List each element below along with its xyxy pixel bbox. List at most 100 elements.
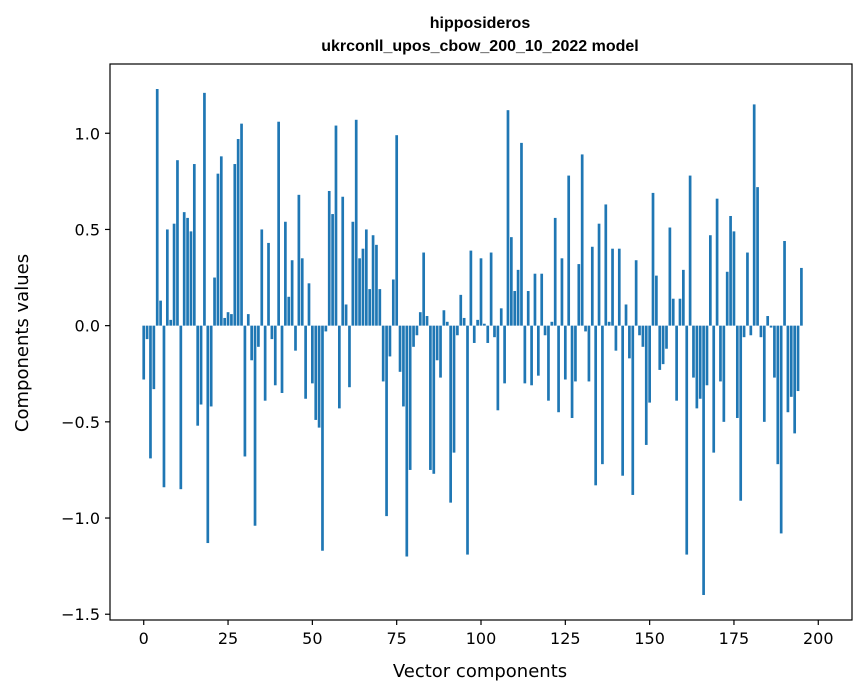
bar xyxy=(307,283,311,326)
bar xyxy=(739,325,743,501)
bar xyxy=(671,298,675,326)
bar xyxy=(344,304,348,326)
bar xyxy=(617,248,621,326)
bar xyxy=(712,325,716,453)
y-tick-label: 1.0 xyxy=(75,124,100,143)
bar xyxy=(186,217,189,326)
bar xyxy=(762,325,766,422)
bar xyxy=(422,252,426,326)
bar xyxy=(574,325,577,382)
bar xyxy=(462,317,466,326)
bar xyxy=(145,325,149,340)
bar xyxy=(503,325,506,384)
bar xyxy=(432,325,436,474)
bar xyxy=(314,325,318,420)
bar xyxy=(179,325,183,490)
bar xyxy=(391,279,395,326)
bar xyxy=(364,229,368,326)
bar xyxy=(779,325,783,534)
bar xyxy=(223,317,227,326)
bar xyxy=(165,229,169,326)
bar xyxy=(445,321,449,326)
bar xyxy=(695,325,699,409)
bar xyxy=(152,325,156,390)
bar xyxy=(219,156,223,326)
bar xyxy=(570,325,574,418)
bar xyxy=(371,235,375,326)
bar xyxy=(486,325,490,343)
bar xyxy=(766,316,770,326)
bar xyxy=(260,229,264,326)
bars-group xyxy=(142,89,803,595)
bar xyxy=(233,164,237,326)
bar xyxy=(624,304,628,326)
bar xyxy=(405,325,409,557)
bar xyxy=(628,325,631,359)
bar xyxy=(611,248,614,326)
bar xyxy=(644,325,648,445)
bar xyxy=(472,325,476,343)
bar xyxy=(385,325,388,517)
y-tick-label: −1.5 xyxy=(61,605,100,624)
bar xyxy=(719,325,722,382)
bar xyxy=(459,294,463,326)
bar xyxy=(685,325,689,555)
bar xyxy=(513,291,517,326)
bar xyxy=(284,221,287,326)
bar xyxy=(735,325,739,418)
bar xyxy=(236,139,240,326)
bar xyxy=(580,154,584,326)
bar xyxy=(479,258,483,326)
bar xyxy=(590,246,594,326)
bar xyxy=(267,242,270,326)
bar xyxy=(213,277,216,326)
bar xyxy=(540,273,544,326)
bar xyxy=(749,325,753,336)
bar xyxy=(466,325,469,555)
bar xyxy=(412,325,415,347)
bar xyxy=(354,119,358,326)
bar xyxy=(634,260,638,326)
bar xyxy=(388,325,392,357)
bar xyxy=(506,110,510,326)
x-tick-label: 100 xyxy=(466,629,497,648)
bar xyxy=(631,325,635,495)
bar xyxy=(155,89,159,326)
x-axis: 0 25 50 75 100 125 150 175 200 xyxy=(139,620,834,648)
bar xyxy=(341,196,345,326)
bar xyxy=(553,217,557,326)
bar xyxy=(425,316,429,326)
bar xyxy=(311,325,314,384)
bar xyxy=(550,321,554,326)
bar xyxy=(776,325,780,465)
bar xyxy=(489,252,493,326)
bar xyxy=(520,142,523,326)
bar xyxy=(469,250,473,326)
bar xyxy=(516,269,520,326)
bar xyxy=(162,325,166,488)
bar xyxy=(621,325,625,476)
bar xyxy=(651,192,655,326)
bar xyxy=(196,325,200,426)
bar xyxy=(560,258,564,326)
bar xyxy=(705,325,709,386)
x-tick-label: 200 xyxy=(803,629,834,648)
y-tick-label: −0.5 xyxy=(61,413,100,432)
y-tick-label: 0.5 xyxy=(75,220,100,239)
bar xyxy=(203,92,206,326)
bar xyxy=(536,325,540,376)
plot-frame xyxy=(109,63,853,621)
bar xyxy=(182,212,186,326)
bar xyxy=(149,325,152,459)
bar xyxy=(604,204,608,326)
bar xyxy=(530,325,533,386)
bar xyxy=(304,325,307,399)
x-tick-label: 175 xyxy=(719,629,750,648)
bar xyxy=(597,223,601,326)
bar xyxy=(216,173,220,326)
chart-title: hipposideros xyxy=(430,15,531,32)
bar xyxy=(199,325,203,405)
bar xyxy=(257,325,260,347)
bar xyxy=(510,237,513,326)
bar xyxy=(226,312,230,326)
